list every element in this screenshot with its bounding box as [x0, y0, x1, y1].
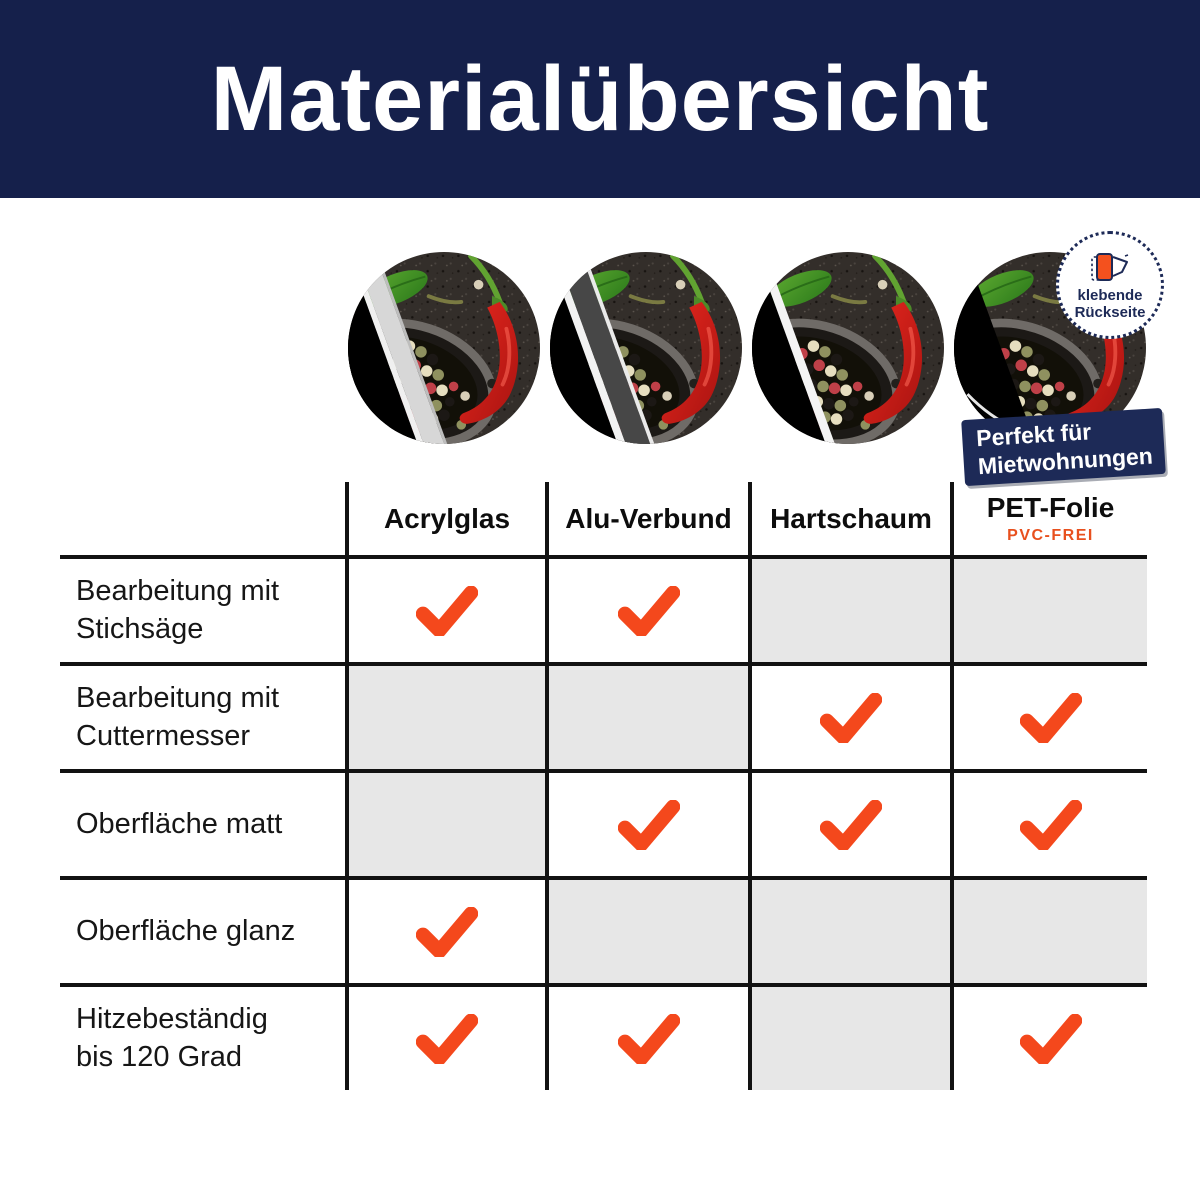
- table-cell-r4-c0: [345, 983, 545, 1090]
- column-header-hartschaum: Hartschaum: [748, 482, 950, 555]
- check-icon: [416, 1013, 478, 1064]
- column-header-label: Hartschaum: [770, 502, 932, 534]
- row-label-stichsaege: Bearbeitung mit Stichsäge: [60, 555, 345, 662]
- check-icon: [416, 906, 478, 957]
- check-icon: [617, 1013, 680, 1064]
- check-icon: [617, 799, 680, 850]
- chili-photo-acrylglas: [348, 252, 540, 444]
- material-sample-acrylglas: [348, 252, 540, 444]
- table-corner-cell: [60, 482, 345, 555]
- table-cell-r4-c2: [748, 983, 950, 1090]
- rental-ribbon: Perfekt für Mietwohnungen: [961, 407, 1166, 487]
- chili-photo-alu-verbund: [550, 252, 742, 444]
- table-cell-r3-c2: [748, 876, 950, 983]
- row-label-oberflaeche-glanz: Oberfläche glanz: [60, 876, 345, 983]
- check-icon: [820, 692, 882, 743]
- table-cell-r3-c1: [545, 876, 748, 983]
- table-cell-r0-c2: [748, 555, 950, 662]
- table-cell-r2-c3: [950, 769, 1147, 876]
- badge-text-line2: Rückseite: [1074, 303, 1146, 321]
- column-header-label: PET-Folie: [986, 492, 1115, 523]
- badge-text-line1: klebende: [1077, 286, 1143, 304]
- comparison-table: Acrylglas Alu-Verbund Hartschaum PET-Fol…: [60, 482, 1147, 1090]
- sticker-peel-icon: [1091, 252, 1129, 281]
- table-cell-r2-c0: [345, 769, 545, 876]
- table-cell-r0-c0: [345, 555, 545, 662]
- material-samples: klebende Rückseite Perfekt für Mietwohnu…: [0, 0, 1200, 487]
- column-header-acrylglas: Acrylglas: [345, 482, 545, 555]
- table-cell-r4-c3: [950, 983, 1147, 1090]
- row-label-oberflaeche-matt: Oberfläche matt: [60, 769, 345, 876]
- check-icon: [820, 799, 882, 850]
- table-cell-r1-c1: [545, 662, 748, 769]
- chili-photo-hartschaum: [752, 252, 944, 444]
- check-icon: [1019, 692, 1082, 743]
- page-title: Materialübersicht: [210, 47, 990, 150]
- table-cell-r3-c3: [950, 876, 1147, 983]
- table-cell-r2-c1: [545, 769, 748, 876]
- table-cell-r1-c2: [748, 662, 950, 769]
- column-header-alu-verbund: Alu-Verbund: [545, 482, 748, 555]
- table-cell-r1-c0: [345, 662, 545, 769]
- column-subheader-pvc-frei: PVC-FREI: [1007, 527, 1094, 544]
- column-header-label: Acrylglas: [383, 502, 511, 534]
- table-cell-r0-c1: [545, 555, 748, 662]
- table-cell-r1-c3: [950, 662, 1147, 769]
- check-icon: [416, 585, 478, 636]
- row-label-hitzebestaendig: Hitzebeständig bis 120 Grad: [60, 983, 345, 1090]
- adhesive-back-badge: klebende Rückseite: [1056, 231, 1164, 339]
- table-cell-r2-c2: [748, 769, 950, 876]
- material-sample-hartschaum: [752, 252, 944, 444]
- column-header-label: Alu-Verbund: [565, 502, 732, 534]
- table-cell-r3-c0: [345, 876, 545, 983]
- check-icon: [1019, 799, 1082, 850]
- column-header-pet-folie: PET-Folie PVC-FREI: [950, 482, 1147, 555]
- check-icon: [617, 585, 680, 636]
- table-cell-r4-c1: [545, 983, 748, 1090]
- table-cell-r0-c3: [950, 555, 1147, 662]
- row-label-cuttermesser: Bearbeitung mit Cuttermesser: [60, 662, 345, 769]
- check-icon: [1019, 1013, 1082, 1064]
- header-banner: Materialübersicht: [0, 0, 1200, 198]
- material-sample-alu-verbund: [550, 252, 742, 444]
